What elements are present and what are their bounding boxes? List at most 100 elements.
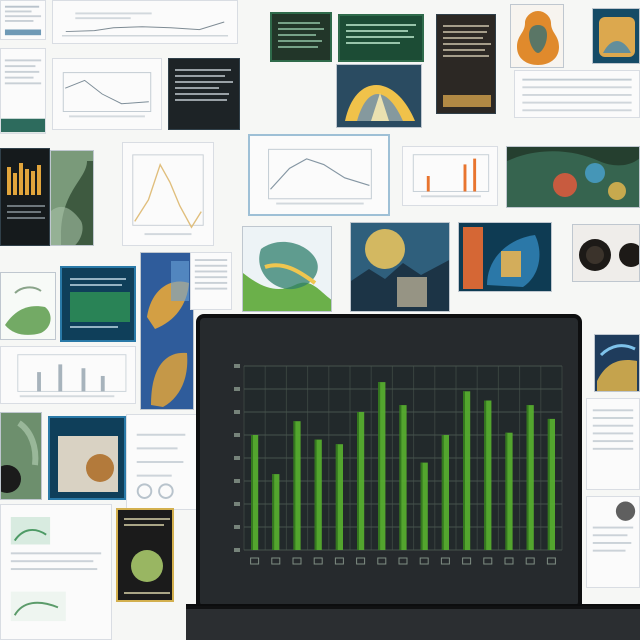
bar-chart-thumbnail-left xyxy=(0,346,136,404)
chart-x-ticks xyxy=(250,557,556,565)
cityscape-artwork-thumbnail xyxy=(350,222,450,312)
chart-y-tick-mark xyxy=(234,364,240,368)
abstract-art-thumbnail-graphic xyxy=(459,223,551,291)
chart-bar-shadow xyxy=(484,400,487,550)
chart-x-tick-mark xyxy=(483,557,493,565)
book-page-thumbnail-graphic xyxy=(437,15,495,113)
chart-bar-shadow xyxy=(547,418,550,550)
chart-y-tick-mark xyxy=(234,479,240,483)
chart-bars xyxy=(250,382,556,550)
chart-bar-shadow xyxy=(272,474,275,550)
doc-thumbnail-bottom-right xyxy=(586,496,640,588)
chart-bar xyxy=(356,412,365,550)
line-chart-thumbnail-mid xyxy=(122,142,214,246)
line-chart-thumbnail-framed-graphic xyxy=(251,136,387,214)
line-chart-thumbnail-left-graphic xyxy=(53,59,161,129)
table-thumbnail-right xyxy=(586,398,640,490)
chart-x-tick-mark xyxy=(313,557,323,565)
chart-bar xyxy=(462,391,471,550)
main-monitor xyxy=(196,314,582,610)
book-cover-thumbnail-graphic xyxy=(118,510,172,600)
chart-bar-shadow xyxy=(420,462,423,550)
amber-dashboard-thumbnail-graphic xyxy=(1,149,49,245)
chart-bar xyxy=(505,432,513,550)
figure-collage-thumbnail-left-graphic xyxy=(141,253,193,409)
map-artwork-thumbnail xyxy=(506,146,640,208)
pendant-illustration-thumbnail xyxy=(510,4,564,68)
green-doc-thumbnail-graphic xyxy=(272,14,330,60)
artwork-thumbnail-yellow-graphic xyxy=(337,65,421,127)
doc-thumbnail-1 xyxy=(0,0,46,40)
chart-bar xyxy=(272,474,280,550)
chart-bar-shadow xyxy=(356,412,359,550)
chart-y-tick-mark xyxy=(234,548,240,552)
chart-bar-shadow xyxy=(293,421,296,550)
chart-bar xyxy=(420,462,428,550)
map-thumbnail-left-graphic xyxy=(1,273,55,339)
green-object-photo-left-graphic xyxy=(51,151,93,245)
chart-bar xyxy=(547,418,556,550)
chart-bar-shadow xyxy=(250,435,253,550)
diagram-thumbnail-left xyxy=(126,414,198,510)
chart-y-tick-mark xyxy=(234,525,240,529)
chart-y-tick-mark xyxy=(234,410,240,414)
table-thumbnail-center xyxy=(190,252,232,310)
chart-x-tick-mark xyxy=(398,557,408,565)
pendant-illustration-thumbnail-graphic xyxy=(511,5,563,67)
chart-x-tick-mark xyxy=(440,557,450,565)
chart-x-tick-mark xyxy=(462,557,472,565)
chart-bar-shadow xyxy=(462,391,465,550)
map-artwork-thumbnail-graphic xyxy=(507,147,639,207)
map-thumbnail-right-graphic xyxy=(595,335,639,391)
chart-bar-shadow xyxy=(314,439,317,550)
book-cover-thumbnail xyxy=(116,508,174,602)
chart-x-tick-mark xyxy=(525,557,535,565)
teal-doc-thumbnail-graphic xyxy=(62,268,134,340)
map-thumbnail-right xyxy=(594,334,640,392)
coin-slide-thumbnail-graphic xyxy=(50,418,124,498)
bar-chart-thumbnail-left-graphic xyxy=(2,347,134,403)
illustration-thumbnail-center-left xyxy=(242,226,332,312)
chart-y-ticks xyxy=(234,364,240,552)
chart-bar-shadow xyxy=(399,405,402,550)
pastry-photo-thumbnail xyxy=(572,224,640,282)
chart-x-tick-mark xyxy=(377,557,387,565)
table-doc-thumbnail-top-right-graphic xyxy=(516,71,638,117)
bar-chart-thumbnail-orange xyxy=(402,146,498,206)
bar-chart xyxy=(234,364,563,565)
illustration-thumbnail-center-left-graphic xyxy=(243,227,331,311)
pastry-photo-thumbnail-graphic xyxy=(573,225,639,281)
chart-x-tick-mark xyxy=(546,557,556,565)
object-photo-bottom-left-graphic xyxy=(1,413,41,499)
green-object-photo-left xyxy=(50,150,94,246)
object-photo-bottom-left xyxy=(0,412,42,500)
figure-thumbnail-right-graphic xyxy=(593,9,639,63)
book-page-thumbnail xyxy=(436,14,496,114)
cityscape-artwork-thumbnail-graphic xyxy=(351,223,449,311)
doc-thumbnail-left-col xyxy=(0,48,46,134)
chart-bar xyxy=(399,405,407,550)
chart-bar xyxy=(250,435,259,550)
line-chart-thumbnail-framed xyxy=(248,134,390,216)
chart-x-tick-mark xyxy=(504,557,514,565)
chart-bar xyxy=(293,421,301,550)
line-chart-thumbnail-top-graphic xyxy=(56,1,234,43)
chart-bar xyxy=(314,439,322,550)
map-thumbnail-left xyxy=(0,272,56,340)
chart-bar xyxy=(378,382,386,550)
green-slide-thumbnail xyxy=(338,14,424,62)
teal-doc-thumbnail xyxy=(60,266,136,342)
chart-bar-shadow xyxy=(526,405,529,550)
abstract-art-thumbnail xyxy=(458,222,552,292)
chart-x-tick-mark xyxy=(250,557,260,565)
table-thumbnail-right-graphic xyxy=(587,399,639,489)
chart-bar xyxy=(484,400,492,550)
amber-dashboard-thumbnail xyxy=(0,148,50,246)
chart-y-tick-mark xyxy=(234,387,240,391)
figure-collage-thumbnail-left xyxy=(140,252,194,410)
dark-doc-thumbnail-1 xyxy=(168,58,240,130)
chart-bar xyxy=(335,444,344,550)
chart-y-tick-mark xyxy=(234,433,240,437)
line-chart-thumbnail-top xyxy=(52,0,238,44)
